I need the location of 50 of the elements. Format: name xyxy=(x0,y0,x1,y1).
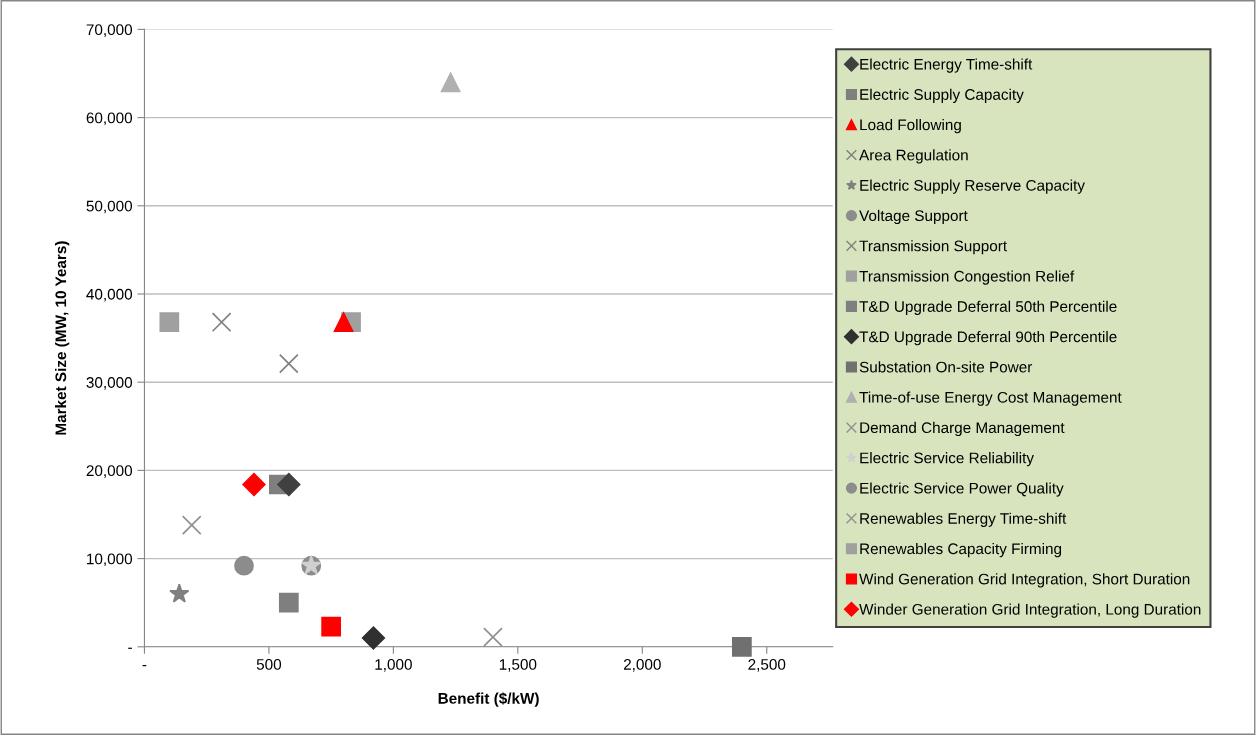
legend-label: Electric Energy Time-shift xyxy=(860,58,1033,73)
point xyxy=(333,312,354,333)
x-tick-label: 2,000 xyxy=(623,659,661,672)
legend-label: Winder Generation Grid Integration, Long Duration xyxy=(859,603,1201,618)
point xyxy=(234,555,254,576)
legend-label: Renewables Energy Time-shift xyxy=(860,512,1067,527)
point xyxy=(321,616,341,637)
point xyxy=(361,626,386,650)
point xyxy=(278,592,299,613)
legend-label: Electric Service Reliability xyxy=(860,452,1034,467)
x-tick-label: 2,500 xyxy=(748,659,786,672)
legend-label: Transmission Congestion Relief xyxy=(859,270,1075,285)
legend-label: Area Regulation xyxy=(859,149,968,164)
legend-label: T&D Upgrade Deferral 90th Percentile xyxy=(859,330,1117,346)
y-tick-label: - xyxy=(128,647,132,649)
y-tick-label: 30,000 xyxy=(86,377,133,390)
legend-label: Time-of-use Energy Cost Management xyxy=(859,391,1122,406)
y-tick-label: 70,000 xyxy=(86,24,133,37)
y-tick-label: 20,000 xyxy=(86,465,133,478)
legend-label: Electric Service Power Quality xyxy=(860,482,1064,497)
y-tick-label: 60,000 xyxy=(86,112,133,126)
legend-label: Substation On-site Power xyxy=(859,361,1033,373)
x-tick-label: - xyxy=(142,665,147,667)
point xyxy=(278,353,299,374)
point xyxy=(242,472,266,497)
point xyxy=(159,312,180,333)
point xyxy=(169,583,190,603)
point xyxy=(483,627,503,647)
legend-label: Demand Charge Management xyxy=(860,421,1065,437)
legend-label: Electric Supply Reserve Capacity xyxy=(860,179,1085,194)
y-tick-label: 40,000 xyxy=(86,288,133,302)
point xyxy=(181,515,202,535)
x-tick-label: 1,500 xyxy=(499,659,537,672)
x-tick-label: 1,000 xyxy=(375,659,412,672)
point xyxy=(440,72,461,93)
legend-label: Electric Supply Capacity xyxy=(860,88,1024,103)
legend-label: Renewables Capacity Firming xyxy=(860,542,1062,558)
x-tick-label: 500 xyxy=(256,659,282,670)
y-axis-title: Market Size (MW, 10 Years) xyxy=(55,241,70,435)
x-axis-title: Benefit ($/kW) xyxy=(438,692,539,707)
point xyxy=(211,312,232,333)
y-tick-label: 50,000 xyxy=(86,200,133,214)
legend-label: Transmission Support xyxy=(859,240,1007,255)
legend-label: Wind Generation Grid Integration, Short Duration xyxy=(859,573,1190,588)
point xyxy=(277,472,301,497)
legend-label: Voltage Support xyxy=(859,209,968,225)
point xyxy=(732,636,752,657)
y-tick-label: 10,000 xyxy=(87,553,133,567)
legend-label: T&D Upgrade Deferral 50th Percentile xyxy=(859,300,1117,315)
legend-label: Load Following xyxy=(860,119,961,134)
